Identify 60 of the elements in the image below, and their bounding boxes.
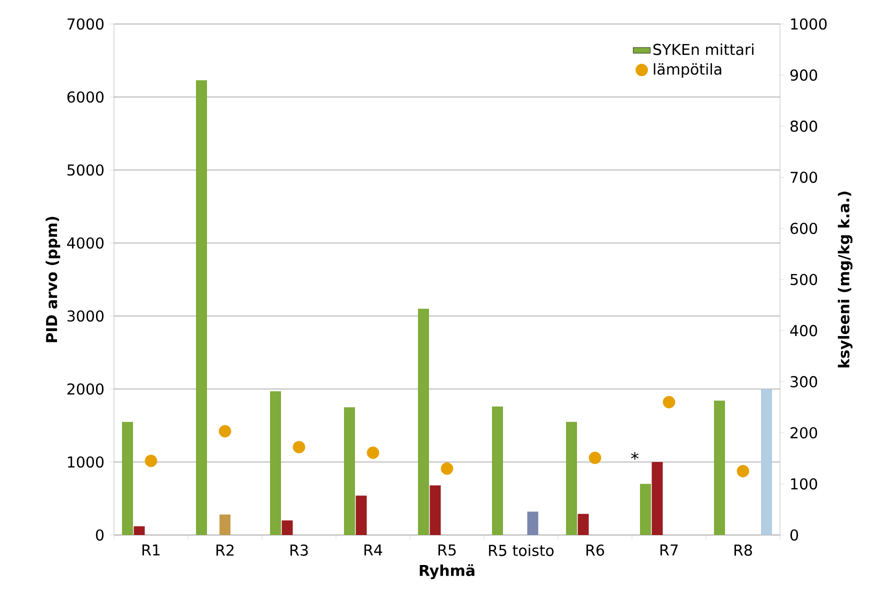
point: [662, 396, 676, 408]
y2-tick-label: 0: [790, 529, 798, 541]
bar: [356, 496, 367, 535]
y2-axis-title: ksyleeni (mg/kg k.a.): [838, 192, 852, 368]
bar: [220, 514, 230, 535]
bar: [492, 406, 503, 535]
y2-tick-label: 400: [790, 324, 818, 336]
bar: [761, 389, 772, 535]
y-tick-label: 1000: [68, 456, 104, 468]
point: [292, 440, 306, 454]
y2-tick-label: 600: [790, 222, 818, 234]
point: [736, 464, 750, 478]
y2-tick-label: 500: [790, 274, 818, 286]
x-tick-label: R5: [438, 544, 456, 556]
x-axis-title: Ryhmä: [420, 564, 474, 580]
point: [588, 452, 602, 464]
x-tick-label: R5 toisto: [489, 544, 554, 556]
y-tick-label: 2000: [67, 383, 104, 395]
x-tick-label: R8: [734, 544, 752, 556]
bar: [418, 308, 429, 535]
y-tick-label: 0: [96, 529, 104, 541]
legend-label: SYKEn mittari: [653, 44, 754, 56]
y2-tick-label: 100: [791, 478, 818, 490]
y-tick-label: 6000: [67, 91, 104, 103]
bar: [578, 514, 589, 535]
bar: [270, 391, 281, 535]
bar: [430, 485, 441, 535]
bar: [652, 462, 663, 535]
y2-tick-label: 300: [790, 376, 818, 388]
point: [218, 425, 232, 438]
bar: [714, 400, 725, 535]
bar: [282, 520, 293, 535]
y-tick-label: 7000: [68, 18, 104, 30]
y-tick-label: 5000: [68, 164, 104, 176]
legend-label: lämpötila: [654, 63, 722, 78]
y-axis-title: PID arvo (ppm): [46, 216, 60, 342]
annotation: *: [631, 452, 639, 460]
bar: [122, 422, 133, 535]
point: [366, 446, 380, 459]
point: [144, 454, 158, 468]
y2-tick-label: 700: [790, 172, 818, 183]
y2-tick-label: 800: [790, 120, 818, 132]
x-tick-label: R3: [290, 544, 308, 556]
y-tick-label: 3000: [68, 310, 104, 322]
y2-tick-label: 1000: [791, 18, 827, 30]
bar: [134, 526, 145, 535]
x-tick-label: R4: [364, 544, 382, 556]
x-tick-label: R2: [216, 544, 234, 556]
bar: [344, 407, 355, 535]
bar: [640, 484, 651, 535]
x-tick-label: R6: [586, 544, 604, 556]
bar: [196, 80, 207, 535]
point: [440, 462, 454, 475]
x-tick-label: R1: [142, 544, 160, 556]
y2-tick-label: 900: [790, 69, 818, 81]
bar: [566, 422, 577, 535]
bar: [527, 512, 538, 535]
y2-tick-label: 200: [790, 427, 818, 438]
x-tick-label: R7: [660, 544, 678, 556]
y-tick-label: 4000: [67, 237, 104, 249]
